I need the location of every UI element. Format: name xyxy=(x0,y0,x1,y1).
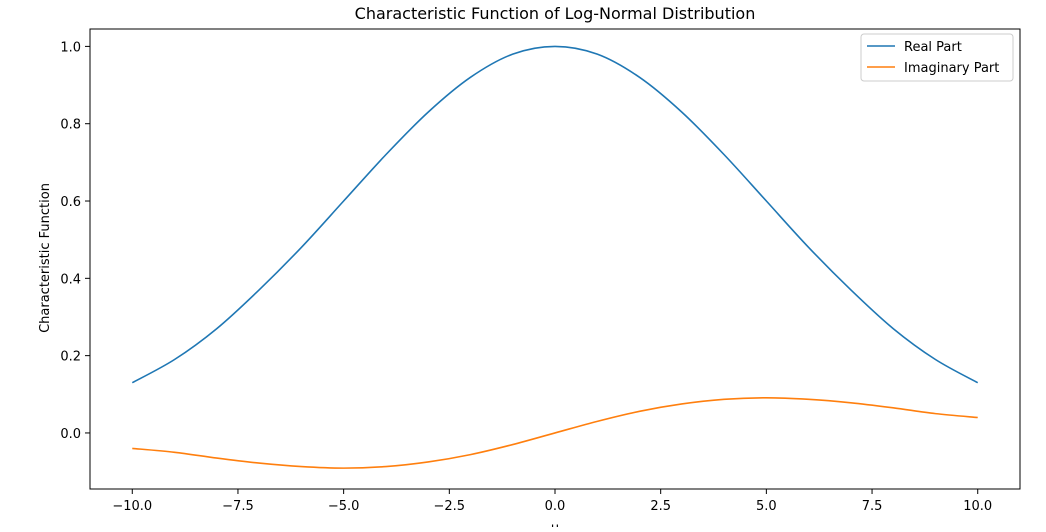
chart-title: Characteristic Function of Log-Normal Di… xyxy=(355,4,756,23)
x-tick-label: 5.0 xyxy=(756,499,777,514)
x-axis-label: u xyxy=(551,521,559,527)
y-tick-label: 0.6 xyxy=(60,195,81,210)
y-axis-label: Characteristic Function xyxy=(38,183,53,333)
x-tick-label: −2.5 xyxy=(434,499,466,514)
y-tick-label: 0.0 xyxy=(60,427,81,442)
x-tick-label: 10.0 xyxy=(963,499,992,514)
legend-box xyxy=(860,33,1014,82)
legend: Real Part Imaginary Part xyxy=(860,33,1014,82)
plot-frame xyxy=(89,28,1021,490)
y-tick-label: 1.0 xyxy=(60,40,81,55)
series-line-imaginary-part xyxy=(132,396,978,469)
y-tick-label: 0.2 xyxy=(60,350,81,365)
y-tick-label: 0.8 xyxy=(60,118,81,133)
x-tick-label: 7.5 xyxy=(862,499,883,514)
legend-entry: Imaginary Part xyxy=(904,61,999,76)
y-tick-label: 0.4 xyxy=(60,272,81,287)
legend-entry: Real Part xyxy=(904,40,962,55)
series-line-real-part xyxy=(131,45,979,384)
plot-area: −10.0 −7.5 −5.0 −2.5 0.0 2.5 5.0 7.5 10.0 0.0 0.2 0… xyxy=(60,28,1021,514)
x-tick-label: −7.5 xyxy=(222,499,254,514)
x-tick-label: 2.5 xyxy=(650,499,671,514)
x-tick-label: −5.0 xyxy=(328,499,360,514)
x-tick-label: −10.0 xyxy=(112,499,152,514)
x-tick-label: 0.0 xyxy=(545,499,566,514)
